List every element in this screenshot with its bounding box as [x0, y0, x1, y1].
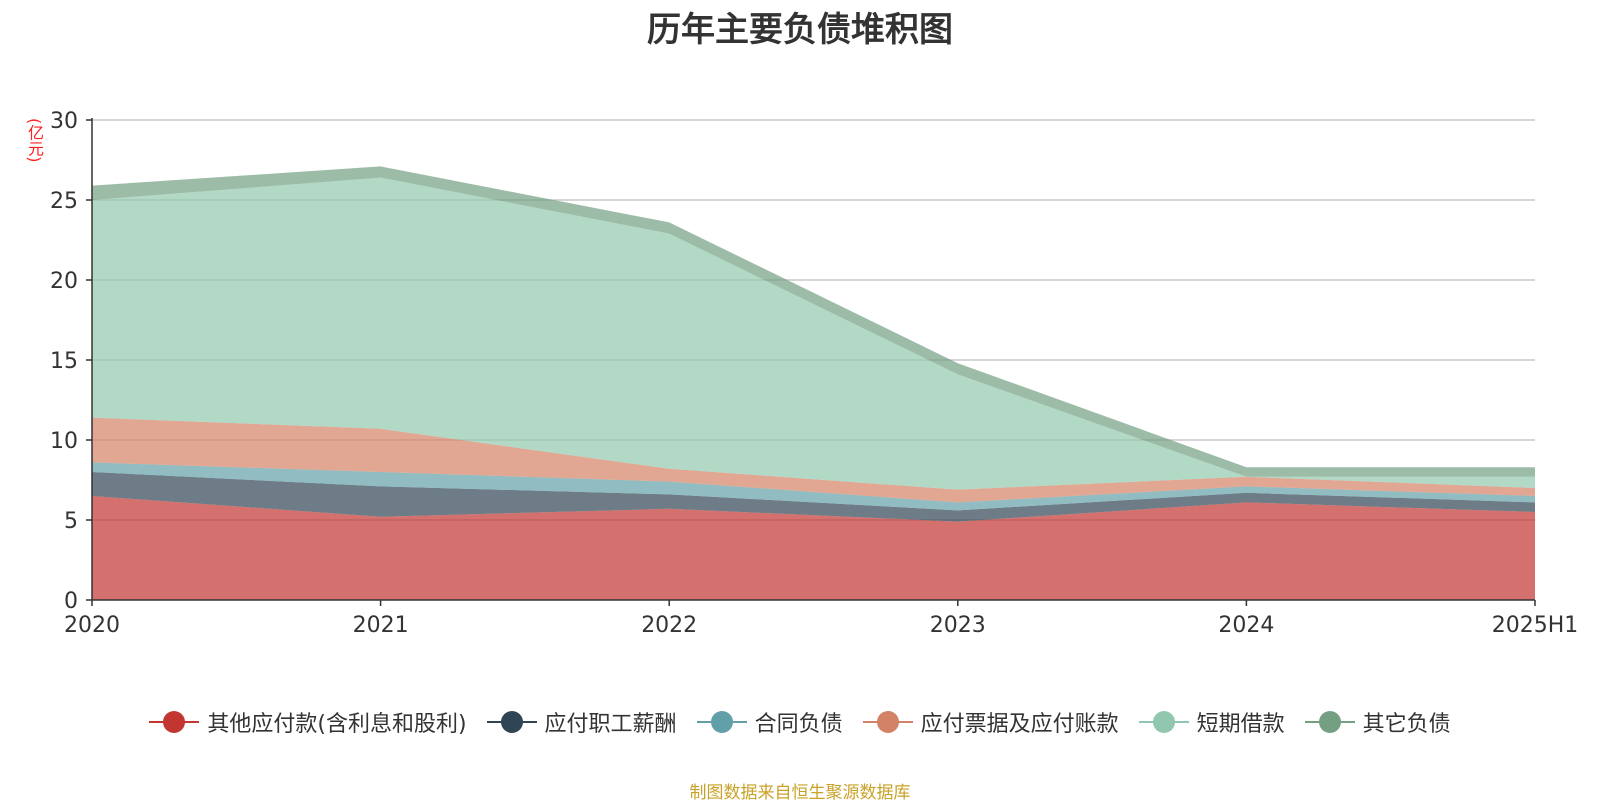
x-tick-label-2021: 2021: [353, 613, 409, 638]
legend-item-3[interactable]: 合同负债: [697, 706, 843, 738]
legend-marker-icon: [149, 710, 199, 734]
y-tick-label-5: 5: [64, 509, 78, 534]
legend-marker-icon: [487, 710, 537, 734]
legend: 其他应付款(含利息和股利) 应付职工薪酬 合同负债 应付票据及应付账款 短期借款 其它负债: [0, 706, 1600, 738]
x-tick-label-2024: 2024: [1218, 613, 1274, 638]
legend-item-4[interactable]: 应付票据及应付账款: [863, 706, 1119, 738]
y-tick-label-20: 20: [50, 269, 78, 294]
y-tick-label-25: 25: [50, 189, 78, 214]
legend-marker-icon: [863, 710, 913, 734]
y-tick-label-15: 15: [50, 349, 78, 374]
y-tick-label-0: 0: [64, 589, 78, 614]
legend-item-2[interactable]: 应付职工薪酬: [487, 706, 677, 738]
y-tick-label-30: 30: [50, 109, 78, 134]
y-tick-label-10: 10: [50, 429, 78, 454]
legend-label: 其他应付款(含利息和股利): [207, 706, 466, 738]
legend-item-6[interactable]: 其它负债: [1305, 706, 1451, 738]
legend-marker-icon: [697, 710, 747, 734]
legend-label: 应付票据及应付账款: [921, 706, 1119, 738]
x-tick-label-2023: 2023: [930, 613, 986, 638]
area-layer: [92, 166, 1535, 600]
legend-label: 应付职工薪酬: [545, 706, 677, 738]
legend-marker-icon: [1305, 710, 1355, 734]
legend-item-1[interactable]: 其他应付款(含利息和股利): [149, 706, 466, 738]
legend-marker-icon: [1139, 710, 1189, 734]
x-tick-label-2022: 2022: [641, 613, 697, 638]
legend-item-5[interactable]: 短期借款: [1139, 706, 1285, 738]
legend-label: 合同负债: [755, 706, 843, 738]
source-note: 制图数据来自恒生聚源数据库: [0, 778, 1600, 803]
x-tick-label-2025H1: 2025H1: [1492, 613, 1579, 638]
x-tick-label-2020: 2020: [64, 613, 120, 638]
legend-label: 其它负债: [1363, 706, 1451, 738]
legend-label: 短期借款: [1197, 706, 1285, 738]
